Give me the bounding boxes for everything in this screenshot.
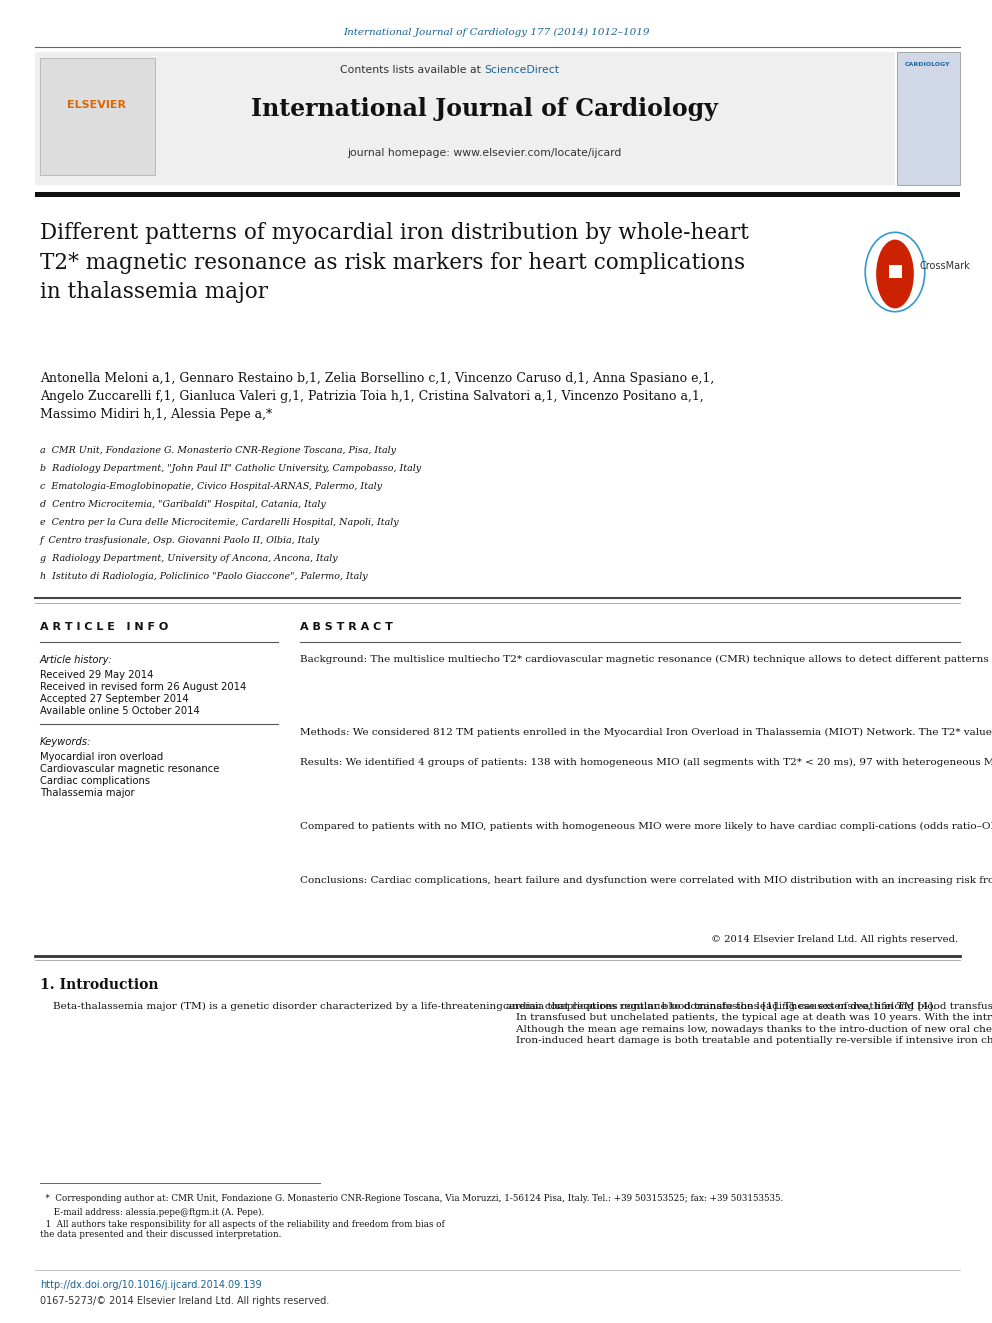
- Text: International Journal of Cardiology: International Journal of Cardiology: [251, 97, 717, 120]
- Text: CARDIOLOGY: CARDIOLOGY: [905, 62, 950, 67]
- Text: ScienceDirect: ScienceDirect: [484, 65, 559, 75]
- Text: b  Radiology Department, "John Paul II" Catholic University, Campobasso, Italy: b Radiology Department, "John Paul II" C…: [40, 464, 422, 474]
- Text: Methods: We considered 812 TM patients enrolled in the Myocardial Iron Overload : Methods: We considered 812 TM patients e…: [300, 728, 992, 737]
- Text: Beta-thalassemia major (TM) is a genetic disorder characterized by a life-threat: Beta-thalassemia major (TM) is a genetic…: [40, 1002, 992, 1011]
- Text: Background: The multislice multiecho T2* cardiovascular magnetic resonance (CMR): Background: The multislice multiecho T2*…: [300, 655, 992, 664]
- Text: © 2014 Elsevier Ireland Ltd. All rights reserved.: © 2014 Elsevier Ireland Ltd. All rights …: [711, 935, 958, 945]
- Text: c  Ematologia-Emoglobinopatie, Civico Hospital-ARNAS, Palermo, Italy: c Ematologia-Emoglobinopatie, Civico Hos…: [40, 482, 382, 491]
- Text: Results: We identified 4 groups of patients: 138 with homogeneous MIO (all segme: Results: We identified 4 groups of patie…: [300, 758, 992, 767]
- Ellipse shape: [876, 239, 914, 308]
- Text: Myocardial iron overload: Myocardial iron overload: [40, 751, 164, 762]
- Bar: [889, 265, 902, 278]
- Text: Keywords:: Keywords:: [40, 737, 91, 747]
- Text: Conclusions: Cardiac complications, heart failure and dysfunction were correlate: Conclusions: Cardiac complications, hear…: [300, 876, 992, 885]
- Text: Antonella Meloni a,1, Gennaro Restaino b,1, Zelia Borsellino c,1, Vincenzo Carus: Antonella Meloni a,1, Gennaro Restaino b…: [40, 372, 714, 421]
- Text: g  Radiology Department, University of Ancona, Ancona, Italy: g Radiology Department, University of An…: [40, 554, 337, 564]
- Text: CrossMark: CrossMark: [920, 261, 971, 271]
- Text: A B S T R A C T: A B S T R A C T: [300, 622, 393, 632]
- Text: Cardiac complications: Cardiac complications: [40, 777, 150, 786]
- Text: e  Centro per la Cura delle Microcitemie, Cardarelli Hospital, Napoli, Italy: e Centro per la Cura delle Microcitemie,…: [40, 519, 399, 527]
- Text: d  Centro Microcitemia, "Garibaldi" Hospital, Catania, Italy: d Centro Microcitemia, "Garibaldi" Hospi…: [40, 500, 325, 509]
- Text: ELSEVIER: ELSEVIER: [67, 101, 127, 110]
- Text: Accepted 27 September 2014: Accepted 27 September 2014: [40, 695, 188, 704]
- Text: http://dx.doi.org/10.1016/j.ijcard.2014.09.139: http://dx.doi.org/10.1016/j.ijcard.2014.…: [40, 1279, 262, 1290]
- Bar: [40, 58, 155, 175]
- Text: Received 29 May 2014: Received 29 May 2014: [40, 669, 154, 680]
- Bar: [35, 192, 960, 197]
- Text: a  CMR Unit, Fondazione G. Monasterio CNR-Regione Toscana, Pisa, Italy: a CMR Unit, Fondazione G. Monasterio CNR…: [40, 446, 396, 455]
- Text: A R T I C L E   I N F O: A R T I C L E I N F O: [40, 622, 169, 632]
- Text: Article history:: Article history:: [40, 655, 113, 665]
- Text: *  Corresponding author at: CMR Unit, Fondazione G. Monasterio CNR-Regione Tosca: * Corresponding author at: CMR Unit, Fon…: [40, 1193, 784, 1203]
- Text: h  Istituto di Radiologia, Policlinico "Paolo Giaccone", Palermo, Italy: h Istituto di Radiologia, Policlinico "P…: [40, 572, 368, 581]
- Text: Contents lists available at: Contents lists available at: [339, 65, 484, 75]
- Text: 0167-5273/© 2014 Elsevier Ireland Ltd. All rights reserved.: 0167-5273/© 2014 Elsevier Ireland Ltd. A…: [40, 1297, 329, 1306]
- Text: Available online 5 October 2014: Available online 5 October 2014: [40, 706, 199, 716]
- Text: cardiac complications continue to dominate the leading causes of death in TM [4]: cardiac complications continue to domina…: [503, 1002, 992, 1045]
- Text: E-mail address: alessia.pepe@ftgm.it (A. Pepe).: E-mail address: alessia.pepe@ftgm.it (A.…: [40, 1208, 264, 1217]
- Text: Different patterns of myocardial iron distribution by whole-heart
T2* magnetic r: Different patterns of myocardial iron di…: [40, 222, 749, 303]
- Text: journal homepage: www.elsevier.com/locate/ijcard: journal homepage: www.elsevier.com/locat…: [347, 148, 621, 157]
- Text: International Journal of Cardiology 177 (2014) 1012–1019: International Journal of Cardiology 177 …: [343, 28, 649, 37]
- Text: 1. Introduction: 1. Introduction: [40, 978, 159, 992]
- Text: f  Centro trasfusionale, Osp. Giovanni Paolo II, Olbia, Italy: f Centro trasfusionale, Osp. Giovanni Pa…: [40, 536, 320, 545]
- Bar: [35, 52, 895, 185]
- Text: Compared to patients with no MIO, patients with homogeneous MIO were more likely: Compared to patients with no MIO, patien…: [300, 822, 992, 831]
- Text: Received in revised form 26 August 2014: Received in revised form 26 August 2014: [40, 681, 246, 692]
- Text: Cardiovascular magnetic resonance: Cardiovascular magnetic resonance: [40, 763, 219, 774]
- Text: Thalassemia major: Thalassemia major: [40, 789, 135, 798]
- Text: 1  All authors take responsibility for all aspects of the reliability and freedo: 1 All authors take responsibility for al…: [40, 1220, 444, 1240]
- Bar: [897, 52, 960, 185]
- Bar: [35, 52, 170, 185]
